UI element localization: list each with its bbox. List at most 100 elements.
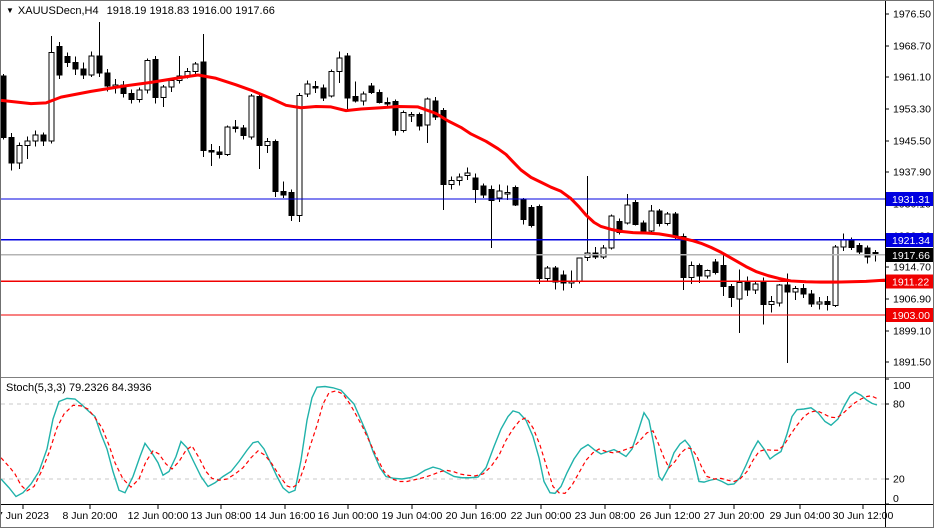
candle-bearish [288, 192, 295, 216]
stochastic-indicator-label: Stoch(5,3,3) 79.2326 84.3936 [6, 382, 152, 394]
candle-bearish [312, 85, 319, 89]
chart-title-bar: ▼ XAUUSDecn,H4 1918.19 1918.83 1916.00 191… [6, 5, 275, 17]
candle-bullish [224, 126, 231, 155]
candle-bullish [496, 190, 503, 199]
candle-bullish [736, 282, 743, 300]
candle-bearish [64, 56, 71, 63]
candles [1, 21, 879, 364]
price-axis-label: 1953.30 [893, 103, 931, 115]
candle-bearish [520, 198, 527, 221]
horizontal-lines[interactable] [1, 198, 885, 316]
price-badge-1921.34 [886, 232, 933, 247]
candle-bullish [400, 111, 407, 132]
candle-bullish [792, 288, 799, 293]
candle-bullish [840, 239, 847, 248]
candle-bullish [360, 93, 367, 102]
candle-bearish [152, 58, 159, 99]
candle-bullish [752, 283, 759, 291]
candle-bearish [672, 213, 679, 238]
candle-bearish [480, 185, 487, 196]
symbol-dropdown-icon[interactable]: ▼ [6, 6, 14, 15]
candle-bearish [344, 55, 351, 99]
candle-bullish [304, 83, 311, 95]
stoch-axis-label: 20 [893, 474, 905, 486]
candle-bullish [768, 300, 775, 306]
candle-bearish [616, 221, 623, 234]
candle-bearish [728, 286, 735, 298]
price-badges: 1931.31 1921.34 1917.66 1911.22 1903.00 [886, 192, 933, 322]
candle-bullish [160, 86, 167, 99]
candle-bearish [640, 222, 647, 234]
candle-bullish [608, 215, 615, 249]
stochastic-panel [1, 385, 885, 498]
time-axis-label: 27 Jun 20:00 [704, 510, 765, 522]
candle-bearish [744, 282, 751, 291]
price-axis-label: 1961.10 [893, 72, 931, 84]
candle-bullish [144, 60, 151, 91]
candle-bearish [80, 68, 87, 76]
stoch-axis-label: 0 [893, 493, 899, 505]
candle-bearish [240, 127, 247, 137]
time-axis-label: 16 Jun 00:00 [318, 510, 379, 522]
time-axis-label: 7 Jun 2023 [1, 510, 49, 522]
price-axis-label: 1906.90 [893, 293, 931, 305]
time-axis-label: 29 Jun 04:00 [770, 510, 831, 522]
price-badge-label: 1903.00 [892, 310, 930, 322]
candle-bearish [824, 300, 831, 305]
candle-bearish [808, 293, 815, 305]
candle-bearish [536, 205, 543, 279]
candle-bullish [776, 284, 783, 304]
price-axis-label: 1937.90 [893, 167, 931, 179]
time-axis-label: 19 Jun 04:00 [382, 510, 443, 522]
candle-bearish [800, 288, 807, 295]
candle-bullish [648, 210, 655, 232]
moving-average [1, 73, 886, 284]
symbol-period-label: XAUUSDecn,H4 [17, 5, 99, 17]
candle-bullish [544, 267, 551, 279]
candle-bullish [192, 63, 199, 73]
candle-bullish [456, 176, 463, 182]
price-badge-label: 1931.31 [892, 194, 930, 206]
candle-bearish [1, 75, 7, 139]
price-badge-label: 1911.22 [892, 276, 929, 288]
candle-bearish [696, 264, 703, 277]
candle-bearish [384, 101, 391, 105]
candle-bearish [560, 274, 567, 284]
candle-bearish [272, 141, 279, 193]
price-axis-label: 1899.10 [893, 325, 931, 337]
candle-bullish [48, 51, 55, 142]
candle-bearish [760, 282, 767, 306]
candle-bearish [720, 264, 727, 288]
price-badge-1917.66 [886, 247, 933, 262]
candle-bullish [408, 114, 415, 117]
candle-bearish [512, 187, 519, 206]
candle-bearish [256, 96, 263, 146]
candle-bearish [72, 61, 79, 70]
candle-bullish [136, 89, 143, 101]
candle-bearish [8, 137, 15, 164]
price-badge-label: 1917.66 [892, 250, 930, 262]
candle-bearish [208, 149, 215, 153]
candle-bearish [680, 236, 687, 279]
candle-bullish [664, 213, 671, 225]
candle-bearish [104, 72, 111, 87]
candle-bearish [320, 87, 327, 99]
candle-bearish [128, 92, 135, 101]
candle-bearish [632, 202, 639, 225]
candle-bearish [848, 239, 855, 248]
candle-bullish [336, 57, 343, 72]
candle-bearish [56, 45, 63, 76]
stoch-axis-label: 100 [893, 380, 911, 392]
candle-bearish [784, 284, 791, 293]
stoch-d-line [1, 390, 878, 495]
candle-bullish [704, 270, 711, 277]
price-badge-1903.00 [886, 307, 933, 322]
price-axis-label: 1891.50 [893, 357, 931, 369]
candle-bearish [368, 85, 375, 94]
candle-bearish [40, 134, 47, 142]
candle-bearish [432, 100, 439, 118]
candle-bullish [464, 172, 471, 177]
candle-bearish [280, 191, 287, 196]
